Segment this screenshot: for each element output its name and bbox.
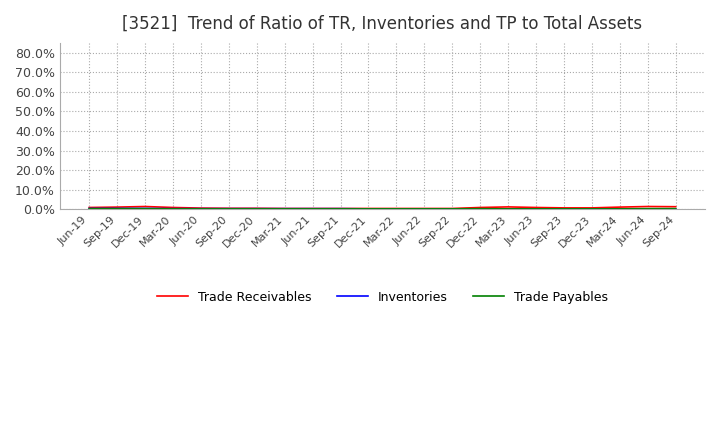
- Inventories: [336, 206, 345, 211]
- Inventories: [644, 206, 652, 212]
- Inventories: [588, 206, 596, 212]
- Trade Receivables: [476, 205, 485, 210]
- Trade Receivables: [197, 205, 205, 211]
- Trade Payables: [308, 206, 317, 212]
- Trade Receivables: [448, 206, 456, 211]
- Trade Receivables: [308, 206, 317, 211]
- Inventories: [85, 206, 94, 211]
- Inventories: [616, 206, 624, 212]
- Trade Payables: [197, 206, 205, 212]
- Inventories: [671, 206, 680, 212]
- Inventories: [140, 206, 149, 211]
- Trade Receivables: [336, 206, 345, 211]
- Trade Receivables: [644, 204, 652, 209]
- Trade Payables: [504, 206, 513, 212]
- Trade Receivables: [225, 205, 233, 211]
- Inventories: [559, 206, 568, 212]
- Trade Payables: [531, 206, 540, 212]
- Trade Receivables: [420, 206, 428, 211]
- Title: [3521]  Trend of Ratio of TR, Inventories and TP to Total Assets: [3521] Trend of Ratio of TR, Inventories…: [122, 15, 642, 33]
- Trade Payables: [364, 206, 373, 212]
- Trade Payables: [448, 206, 456, 212]
- Inventories: [280, 206, 289, 211]
- Trade Receivables: [140, 204, 149, 209]
- Trade Payables: [113, 206, 122, 211]
- Inventories: [308, 206, 317, 211]
- Trade Payables: [392, 206, 401, 212]
- Inventories: [448, 206, 456, 212]
- Inventories: [253, 206, 261, 211]
- Inventories: [364, 206, 373, 212]
- Inventories: [168, 206, 177, 211]
- Trade Payables: [476, 206, 485, 211]
- Trade Payables: [616, 206, 624, 212]
- Trade Receivables: [616, 205, 624, 210]
- Trade Payables: [253, 206, 261, 212]
- Trade Receivables: [253, 205, 261, 211]
- Trade Payables: [588, 206, 596, 212]
- Trade Receivables: [671, 204, 680, 209]
- Trade Payables: [168, 206, 177, 212]
- Inventories: [197, 206, 205, 211]
- Trade Receivables: [280, 206, 289, 211]
- Inventories: [392, 206, 401, 212]
- Trade Payables: [225, 206, 233, 212]
- Inventories: [113, 206, 122, 211]
- Trade Payables: [644, 206, 652, 211]
- Inventories: [504, 206, 513, 212]
- Legend: Trade Receivables, Inventories, Trade Payables: Trade Receivables, Inventories, Trade Pa…: [152, 286, 613, 309]
- Inventories: [420, 206, 428, 212]
- Inventories: [225, 206, 233, 211]
- Trade Payables: [280, 206, 289, 212]
- Trade Payables: [420, 206, 428, 212]
- Trade Payables: [559, 206, 568, 212]
- Trade Receivables: [113, 205, 122, 210]
- Trade Receivables: [364, 206, 373, 211]
- Trade Payables: [140, 206, 149, 211]
- Inventories: [476, 206, 485, 212]
- Trade Receivables: [85, 205, 94, 210]
- Trade Receivables: [531, 205, 540, 210]
- Line: Trade Receivables: Trade Receivables: [89, 206, 675, 209]
- Trade Payables: [671, 206, 680, 211]
- Trade Receivables: [559, 205, 568, 210]
- Inventories: [531, 206, 540, 212]
- Trade Receivables: [504, 204, 513, 209]
- Trade Payables: [85, 206, 94, 211]
- Trade Receivables: [392, 206, 401, 211]
- Trade Receivables: [168, 205, 177, 210]
- Trade Payables: [336, 206, 345, 212]
- Trade Receivables: [588, 205, 596, 210]
